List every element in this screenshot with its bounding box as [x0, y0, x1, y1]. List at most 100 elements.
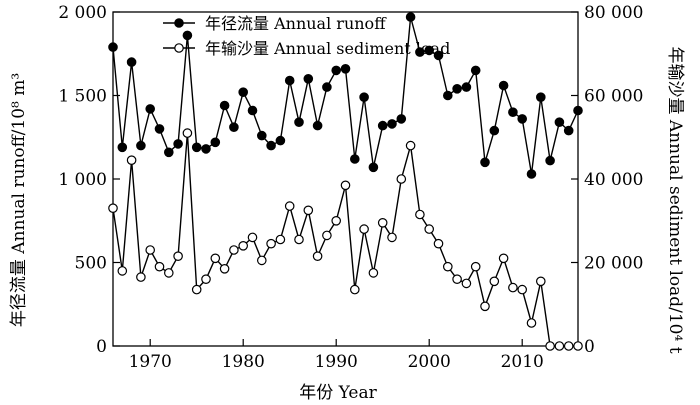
- data-point-sediment: [284, 201, 295, 211]
- data-point-sediment: [433, 238, 444, 249]
- y-left-tick-label: 2 000: [58, 3, 107, 23]
- data-point-sediment: [349, 284, 360, 295]
- data-point-sediment: [145, 245, 155, 255]
- data-point-sediment: [489, 276, 500, 287]
- data-point-sediment: [136, 272, 146, 282]
- data-point-runoff: [136, 140, 146, 151]
- data-point-sediment: [377, 218, 388, 228]
- data-point-sediment: [359, 224, 369, 234]
- data-point-runoff: [322, 82, 332, 92]
- data-point-runoff: [349, 154, 360, 164]
- data-point-sediment: [415, 209, 425, 220]
- data-point-runoff: [182, 30, 193, 41]
- data-point-runoff: [256, 130, 267, 141]
- data-point-sediment: [545, 341, 555, 351]
- axes: 1970 1980 1990 2000 2010 0 500 1 000 1 500 2 000 0…: [58, 3, 643, 372]
- x-axis-title: 年份 Year: [299, 383, 377, 403]
- data-point-runoff: [535, 92, 546, 102]
- data-point-sediment: [470, 261, 481, 272]
- data-point-runoff: [545, 155, 555, 166]
- data-point-sediment: [498, 253, 509, 264]
- data-point-runoff: [470, 65, 481, 76]
- data-point-sediment: [331, 216, 341, 226]
- data-point-runoff: [359, 92, 369, 102]
- data-point-runoff: [210, 137, 221, 148]
- y-left-tick-label: 1 000: [58, 170, 107, 190]
- data-point-sediment: [154, 261, 165, 272]
- data-point-runoff: [563, 125, 574, 136]
- data-point-sediment: [563, 341, 574, 351]
- data-point-sediment: [201, 274, 211, 284]
- data-point-sediment: [442, 261, 453, 272]
- data-point-sediment: [554, 341, 565, 351]
- data-point-sediment: [117, 266, 128, 276]
- data-point-runoff: [461, 82, 472, 92]
- data-point-sediment: [405, 140, 416, 151]
- legend-label-sediment: 年输沙量 Annual sediment load: [205, 39, 450, 58]
- data-point-runoff: [266, 140, 276, 151]
- legend-marker-sediment: [174, 43, 184, 53]
- data-point-runoff: [517, 114, 527, 124]
- data-point-sediment: [247, 232, 258, 243]
- y-right-tick-label: 40 000: [584, 170, 643, 190]
- data-point-sediment: [526, 318, 537, 328]
- data-point-sediment: [535, 276, 546, 287]
- data-point-runoff: [126, 57, 137, 67]
- legend-marker-runoff: [174, 18, 184, 28]
- data-point-runoff: [489, 125, 500, 136]
- data-point-runoff: [154, 124, 165, 134]
- data-point-runoff: [396, 114, 407, 124]
- data-point-runoff: [368, 162, 379, 173]
- series-layer: [108, 12, 583, 351]
- y-left-tick-label: 0: [96, 337, 107, 357]
- data-point-runoff: [442, 90, 453, 101]
- data-point-runoff: [284, 75, 295, 86]
- data-point-runoff: [387, 119, 397, 129]
- x-tick-label: 2010: [501, 352, 544, 372]
- data-point-sediment: [312, 251, 323, 262]
- legend-item-sediment: 年输沙量 Annual sediment load: [163, 39, 450, 58]
- data-point-sediment: [229, 245, 239, 255]
- data-point-runoff: [312, 120, 323, 131]
- data-point-sediment: [573, 341, 583, 351]
- data-point-sediment: [219, 263, 230, 274]
- data-point-runoff: [340, 64, 351, 74]
- data-point-runoff: [433, 50, 444, 61]
- data-point-sediment: [368, 268, 379, 278]
- data-point-sediment: [480, 301, 490, 312]
- data-point-runoff: [201, 144, 211, 154]
- data-point-sediment: [452, 274, 462, 284]
- data-point-sediment: [322, 230, 332, 241]
- data-point-sediment: [303, 205, 314, 216]
- data-point-runoff: [173, 139, 183, 149]
- data-point-runoff: [219, 100, 230, 111]
- data-point-runoff: [247, 105, 258, 116]
- legend: 年径流量 Annual runoff 年输沙量 Annual sediment …: [163, 14, 450, 58]
- x-tick-label: 1980: [222, 352, 265, 372]
- data-point-sediment: [238, 241, 248, 251]
- y-right-tick-label: 80 000: [584, 3, 643, 23]
- data-point-sediment: [294, 234, 304, 245]
- legend-item-runoff: 年径流量 Annual runoff: [163, 14, 387, 33]
- data-point-sediment: [424, 224, 434, 234]
- y-right-tick-label: 60 000: [584, 87, 643, 107]
- data-point-runoff: [480, 157, 490, 168]
- data-point-sediment: [396, 174, 407, 184]
- data-point-runoff: [526, 169, 537, 179]
- data-point-runoff: [554, 117, 565, 127]
- y-left-tick-label: 1 500: [58, 87, 107, 107]
- y-left-tick-label: 500: [75, 254, 107, 274]
- data-point-runoff: [303, 74, 314, 84]
- data-point-runoff: [573, 105, 583, 116]
- data-point-runoff: [275, 135, 286, 146]
- data-point-runoff: [452, 84, 462, 94]
- x-tick-label: 1990: [315, 352, 358, 372]
- data-point-runoff: [145, 104, 155, 114]
- data-point-runoff: [331, 65, 341, 76]
- data-point-runoff: [229, 122, 239, 132]
- data-point-runoff: [238, 87, 248, 97]
- data-point-runoff: [415, 47, 425, 57]
- data-point-sediment: [126, 155, 137, 165]
- data-point-sediment: [108, 203, 118, 213]
